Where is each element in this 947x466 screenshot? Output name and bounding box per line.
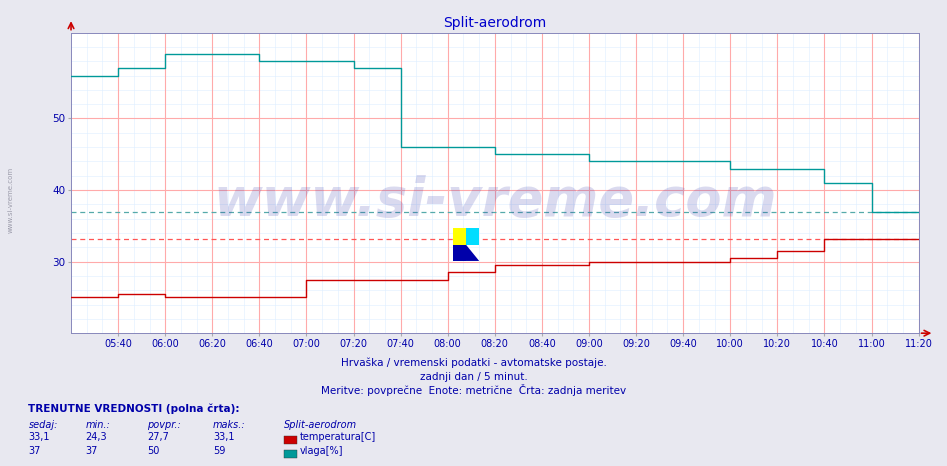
Bar xyxy=(453,245,466,261)
Text: 37: 37 xyxy=(28,446,41,456)
Text: Split-aerodrom: Split-aerodrom xyxy=(284,420,357,430)
Text: 33,1: 33,1 xyxy=(213,432,235,442)
Bar xyxy=(453,228,466,245)
Title: Split-aerodrom: Split-aerodrom xyxy=(443,16,546,30)
Text: Hrvaška / vremenski podatki - avtomatske postaje.: Hrvaška / vremenski podatki - avtomatske… xyxy=(341,357,606,368)
Polygon shape xyxy=(466,245,479,261)
Text: 33,1: 33,1 xyxy=(28,432,50,442)
Text: www.si-vreme.com: www.si-vreme.com xyxy=(213,175,777,227)
Bar xyxy=(466,228,479,245)
Text: maks.:: maks.: xyxy=(213,420,245,430)
Text: www.si-vreme.com: www.si-vreme.com xyxy=(8,167,13,233)
Text: zadnji dan / 5 minut.: zadnji dan / 5 minut. xyxy=(420,372,527,382)
Text: povpr.:: povpr.: xyxy=(147,420,181,430)
Text: sedaj:: sedaj: xyxy=(28,420,58,430)
Text: vlaga[%]: vlaga[%] xyxy=(300,446,344,456)
Text: 50: 50 xyxy=(147,446,159,456)
Text: min.:: min.: xyxy=(85,420,110,430)
Text: TRENUTNE VREDNOSTI (polna črta):: TRENUTNE VREDNOSTI (polna črta): xyxy=(28,404,240,414)
Text: 37: 37 xyxy=(85,446,98,456)
Text: 27,7: 27,7 xyxy=(147,432,169,442)
Text: Meritve: povprečne  Enote: metrične  Črta: zadnja meritev: Meritve: povprečne Enote: metrične Črta:… xyxy=(321,384,626,396)
Text: 24,3: 24,3 xyxy=(85,432,107,442)
Text: 59: 59 xyxy=(213,446,225,456)
Text: temperatura[C]: temperatura[C] xyxy=(300,432,377,442)
